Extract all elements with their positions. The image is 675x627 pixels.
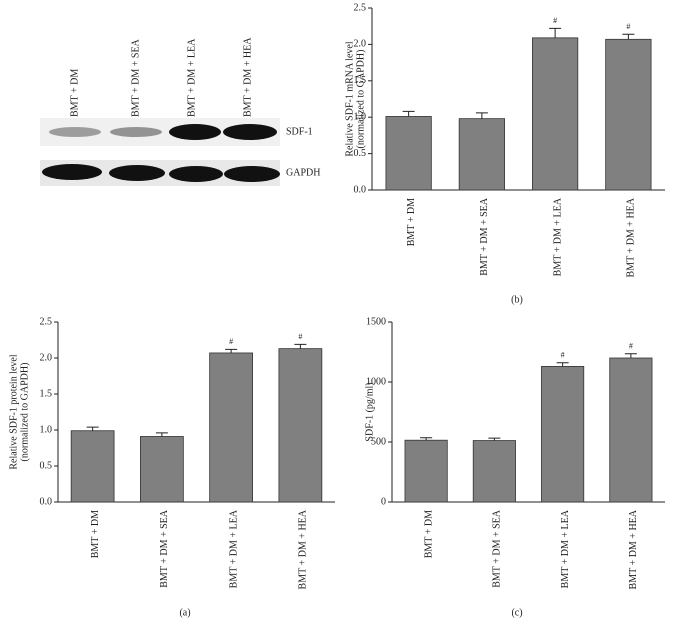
x-tick-label: BMT + DM + HEA (626, 197, 637, 277)
lane-label: BMT + DM + SEA (130, 38, 141, 117)
significance-marker: # (561, 351, 565, 360)
bar (472, 440, 516, 503)
bar (209, 352, 253, 503)
significance-marker: # (553, 16, 557, 25)
x-tick-label: BMT + DM (406, 198, 417, 246)
bar (140, 436, 184, 503)
caption: (b) (511, 294, 523, 305)
error-bar (488, 437, 501, 441)
bar (278, 348, 323, 503)
lane-label: BMT + DM + LEA (186, 38, 197, 117)
x-tick-label: BMT + DM + SEA (159, 509, 170, 588)
error-bar (624, 353, 637, 358)
y-tick-label: 1.0 (354, 111, 367, 122)
error-bar (420, 437, 433, 441)
y-tick-label: 2.0 (40, 352, 53, 363)
error-bar (402, 110, 415, 117)
y-tick-label: 1500 (366, 316, 386, 327)
y-tick-label: 2.5 (354, 2, 367, 13)
y-tick-label: 1.5 (354, 75, 367, 86)
y-axis-label: (normalized to GAPDH) (19, 363, 30, 462)
blot-band (110, 127, 162, 137)
significance-marker: # (229, 337, 233, 346)
y-tick-label: 500 (371, 436, 386, 447)
y-tick-label: 0.5 (40, 460, 53, 471)
blot-band (42, 164, 102, 180)
blot-band (169, 124, 221, 140)
error-bar (155, 432, 168, 437)
bar (541, 365, 585, 503)
band-label: SDF-1 (286, 126, 313, 137)
y-axis-label: (normalized to GAPDH) (355, 50, 366, 149)
bar (70, 430, 115, 503)
y-tick-label: 0.0 (354, 184, 367, 195)
error-bar (294, 343, 307, 349)
y-tick-label: 0.0 (40, 496, 53, 507)
y-axis-label: Relative SDF-1 mRNA level (344, 41, 355, 156)
caption: (a) (179, 607, 190, 618)
x-tick-label: BMT + DM (423, 510, 434, 558)
error-bar (86, 426, 99, 431)
significance-marker: # (626, 22, 630, 31)
y-tick-label: 1000 (366, 376, 386, 387)
y-tick-label: 1.0 (40, 424, 53, 435)
lane-label: BMT + DM + HEA (242, 37, 253, 117)
y-tick-label: 0.5 (354, 148, 367, 159)
blot-band (49, 127, 101, 137)
western-blot: BMT + DM BMT + DM + SEA BMT + DM + LEA B… (40, 37, 320, 186)
y-tick-label: 1.5 (40, 388, 53, 399)
significance-marker: # (629, 342, 633, 351)
x-tick-label: BMT + DM + HEA (298, 509, 309, 589)
lane-label: BMT + DM (69, 69, 80, 117)
blot-band (109, 165, 165, 181)
x-tick-label: BMT + DM (90, 510, 101, 558)
x-tick-label: BMT + DM + SEA (492, 509, 503, 588)
band-label: GAPDH (286, 167, 320, 178)
blot-band (223, 124, 277, 140)
error-bar (225, 348, 238, 353)
y-axis-label: Relative SDF-1 protein level (8, 354, 19, 469)
y-tick-label: 2.5 (40, 316, 53, 327)
y-axis-label: SDF-1 (pg/ml) (364, 382, 375, 441)
blot-band (169, 166, 223, 182)
bar (605, 38, 652, 191)
bar (385, 116, 432, 191)
x-tick-label: BMT + DM + SEA (479, 197, 490, 276)
error-bar (556, 362, 569, 367)
x-tick-label: BMT + DM + LEA (560, 509, 571, 588)
significance-marker: # (298, 332, 302, 341)
bar (458, 118, 505, 191)
x-tick-label: BMT + DM + LEA (228, 509, 239, 588)
y-tick-label: 2.0 (354, 39, 367, 50)
x-tick-label: BMT + DM + LEA (552, 197, 563, 276)
caption: (c) (511, 607, 522, 618)
blot-band (224, 166, 280, 182)
bar (404, 439, 448, 503)
bar (609, 357, 653, 503)
bar (532, 37, 579, 191)
x-tick-label: BMT + DM + HEA (628, 509, 639, 589)
error-bar (622, 33, 635, 40)
error-bar (549, 27, 562, 38)
error-bar (475, 112, 488, 119)
y-tick-label: 0 (381, 496, 386, 507)
